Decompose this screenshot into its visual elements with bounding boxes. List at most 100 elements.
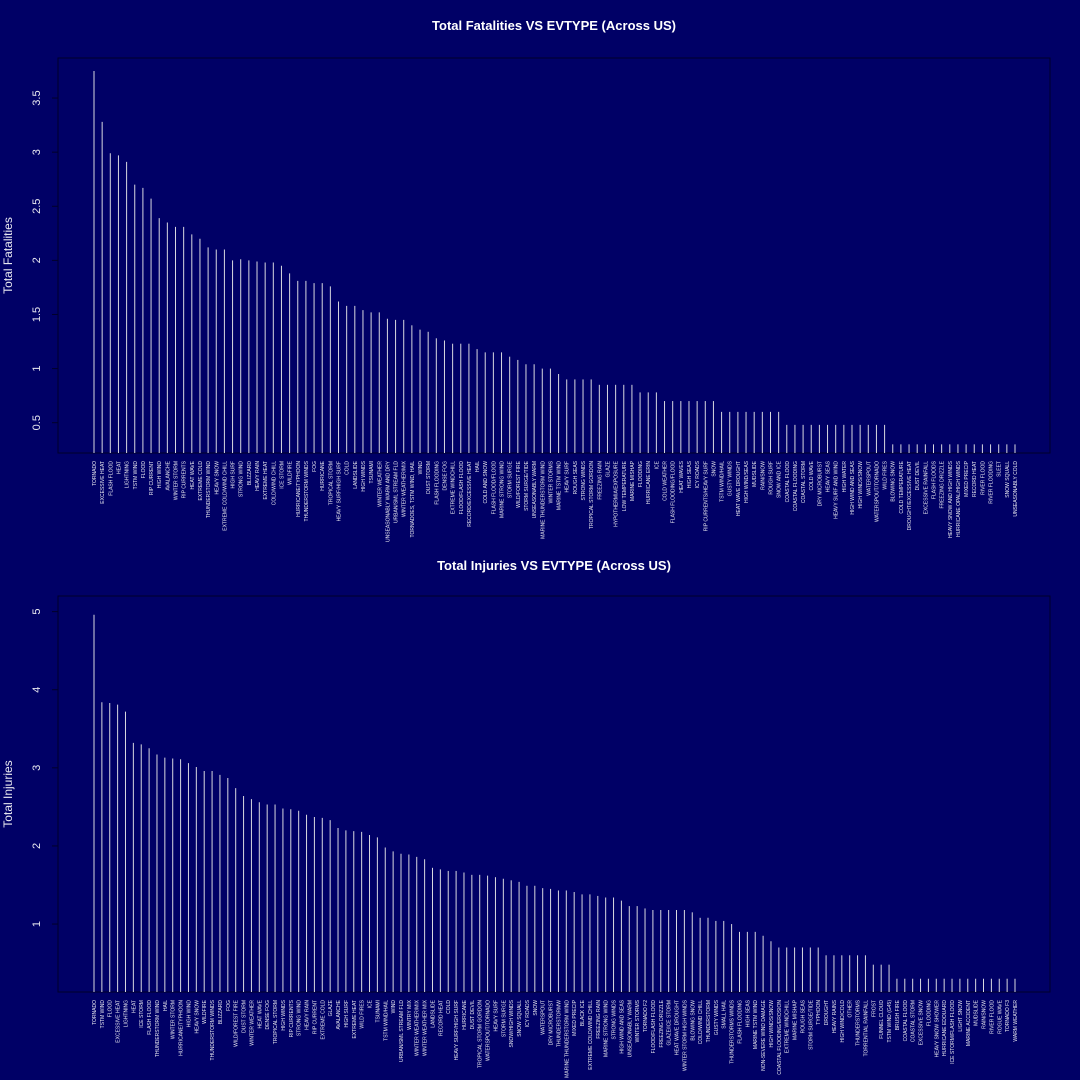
y-tick-label: 1.5 <box>31 307 43 322</box>
x-tick-label: WINTER WEATHER <box>377 461 383 507</box>
x-tick-label: SNOW <box>533 1000 539 1016</box>
x-tick-label: STORM SURGE <box>501 999 507 1037</box>
x-tick-label: STORM SURGE <box>508 460 514 498</box>
x-tick-label: COLD <box>446 1000 452 1014</box>
x-tick-label: UNSEASONABLY WARM <box>627 1000 633 1057</box>
x-tick-label: MIXED PRECIP <box>964 460 970 497</box>
x-tick-label: FUNNEL CLOUD <box>879 1000 885 1039</box>
x-tick-label: COLD/WIND CHILL <box>271 461 277 505</box>
x-tick-label: EXTREME HEAT <box>352 1000 358 1039</box>
x-tick-label: FLOOD <box>141 461 147 479</box>
x-tick-label: WATERSPOUT <box>541 1000 547 1035</box>
y-tick-label: 2.5 <box>31 199 43 214</box>
x-tick-label: TORNADO <box>92 1000 98 1025</box>
x-tick-label: WILDFIRE <box>202 999 208 1024</box>
x-tick-label: EXTREME COLD <box>320 1000 326 1040</box>
chart-title: Total Fatalities VS EVTYPE (Across US) <box>432 18 676 33</box>
x-tick-label: HIGH WIND <box>157 461 163 489</box>
plot-frame <box>57 57 1051 454</box>
x-tick-label: FLASH FLOODING/FLOOD <box>671 461 677 524</box>
x-tick-label: RAIN/SNOW <box>982 1000 988 1029</box>
y-axis-label: Total Fatalities <box>1 217 15 294</box>
x-tick-label: COASTAL FLOOD <box>785 461 791 503</box>
x-tick-label: FLASH FLOOD <box>108 461 114 496</box>
x-tick-label: UNSEASONABLY WARM <box>532 461 538 518</box>
x-tick-label: THUNDERSTORM WIND <box>155 1000 161 1058</box>
x-tick-label: DROUGHT/EXCESSIVE HEAT <box>907 461 913 530</box>
x-tick-label: HURRICANE <box>320 460 326 490</box>
x-tick-label: DENSE FOG <box>442 461 448 491</box>
x-tick-label: FLOOD <box>108 1000 114 1018</box>
x-tick-label: ICE <box>368 999 374 1008</box>
x-tick-label: TORNADO F2 <box>643 1000 649 1032</box>
x-tick-label: AVALANCHE <box>336 999 342 1029</box>
x-tick-label: COLD TEMPERATURE <box>899 460 905 513</box>
x-tick-label: MARINE THUNDERSTORM WIND <box>564 1000 570 1078</box>
x-tick-label: FOG <box>226 1000 232 1011</box>
x-tick-label: LIGHTNING <box>123 1000 129 1027</box>
x-tick-label: ICE STORM/FLASH FLOOD <box>950 1000 956 1064</box>
x-tick-label: HURRICANE ERIN <box>646 461 652 504</box>
x-tick-label: FLOOD/FLASH FLOOD <box>651 1000 657 1054</box>
x-tick-label: WINTRY MIX <box>407 999 413 1029</box>
x-tick-label: STRONG WINDS <box>612 999 618 1039</box>
x-tick-label: ROUGH SEAS <box>573 460 579 494</box>
x-tick-label: ICE STORM <box>279 461 285 489</box>
x-tick-label: TSTM WIND (G45) <box>887 1000 893 1043</box>
x-tick-label: TROPICAL STORM GORDON <box>478 1000 484 1068</box>
x-tick-label: RIVER FLOOD <box>989 1000 995 1034</box>
x-tick-label: MUDSLIDE <box>974 999 980 1026</box>
x-tick-label: COLD WAVE <box>809 460 815 490</box>
x-tick-label: COLD AND SNOW <box>483 461 489 504</box>
x-tick-label: TROPICAL STORM GORDON <box>589 461 595 529</box>
x-tick-label: WILD FIRES <box>883 460 889 489</box>
x-tick-label: UNSEASONABLY WARM AND DRY <box>385 460 391 542</box>
x-tick-label: GUSTY WINDS <box>728 460 734 496</box>
x-tick-label: RIVER FLOOD <box>980 461 986 495</box>
x-tick-label: SNOW AND ICE <box>777 460 783 498</box>
x-tick-label: THUNDERSTORM WIND <box>206 461 212 519</box>
x-tick-label: EXCESSIVE SNOW <box>919 1000 925 1046</box>
x-tick-label: DUST STORM <box>426 461 432 494</box>
x-tick-label: HIGH WINDS/SNOW <box>769 1000 775 1048</box>
x-tick-label: SLEET <box>997 461 1003 477</box>
x-tick-label: ICE STORM <box>139 1000 145 1028</box>
x-tick-label: HIGH WIND AND SEAS <box>850 460 856 514</box>
x-tick-label: HIGH WIND <box>186 1000 192 1028</box>
x-tick-label: EXTREME COLD <box>198 461 204 501</box>
x-tick-label: HAIL <box>163 1000 169 1011</box>
x-tick-label: MARINE STRONG WIND <box>604 1000 610 1057</box>
x-tick-label: HIGH WINDS/SNOW <box>858 461 864 509</box>
x-tick-label: WARM WEATHER <box>1013 1000 1019 1042</box>
x-tick-label: HIGH SEAS <box>745 999 751 1027</box>
x-tick-label: RIP CURRENTS/HEAVY SURF <box>703 461 709 531</box>
y-axis-label: Total Injuries <box>1 760 15 827</box>
x-tick-label: WINTER WEATHER MIX <box>423 999 429 1056</box>
x-tick-label: EXTREME WINDCHILL <box>785 1000 791 1053</box>
x-tick-label: WATERSPOUT <box>866 461 872 496</box>
x-tick-label: EXTREME COLD/WIND CHILL <box>222 461 228 531</box>
x-tick-label: MARINE ACCIDENT <box>966 1000 972 1046</box>
x-tick-label: HEAT WAVE DROUGHT <box>736 461 742 516</box>
x-tick-label: SNOW <box>711 461 717 477</box>
x-tick-label: FLASH FLOODS <box>931 460 937 499</box>
x-tick-label: DROUGHT <box>824 1000 830 1025</box>
x-tick-label: URBAN/SML STREAM FLD <box>399 1000 405 1062</box>
x-tick-label: FREEZING RAIN <box>596 1000 602 1039</box>
x-tick-label: WINTER STORM <box>174 461 180 500</box>
x-tick-label: SNOW SQUALL <box>1005 461 1011 498</box>
x-tick-label: SMALL HAIL <box>722 1000 728 1029</box>
x-tick-label: DRY MICROBURST <box>817 461 823 506</box>
x-tick-label: HURRICANE/TYPHOON <box>179 1000 185 1056</box>
x-tick-label: WILDFIRE <box>288 460 294 485</box>
x-tick-label: FOG <box>312 461 318 472</box>
x-tick-label: BRUSH FIRE <box>895 999 901 1030</box>
x-tick-label: RAIN/SNOW <box>760 461 766 490</box>
x-tick-label: RIVER FLOODING <box>989 461 995 504</box>
x-tick-label: NON-SEVERE WIND DAMAGE <box>761 999 767 1071</box>
plot-frame <box>57 595 1051 993</box>
x-tick-label: STORM SURGE/TIDE <box>808 999 814 1050</box>
x-tick-label: TORNADO <box>92 461 98 486</box>
x-tick-label: COLD/WIND CHILL <box>698 1000 704 1044</box>
